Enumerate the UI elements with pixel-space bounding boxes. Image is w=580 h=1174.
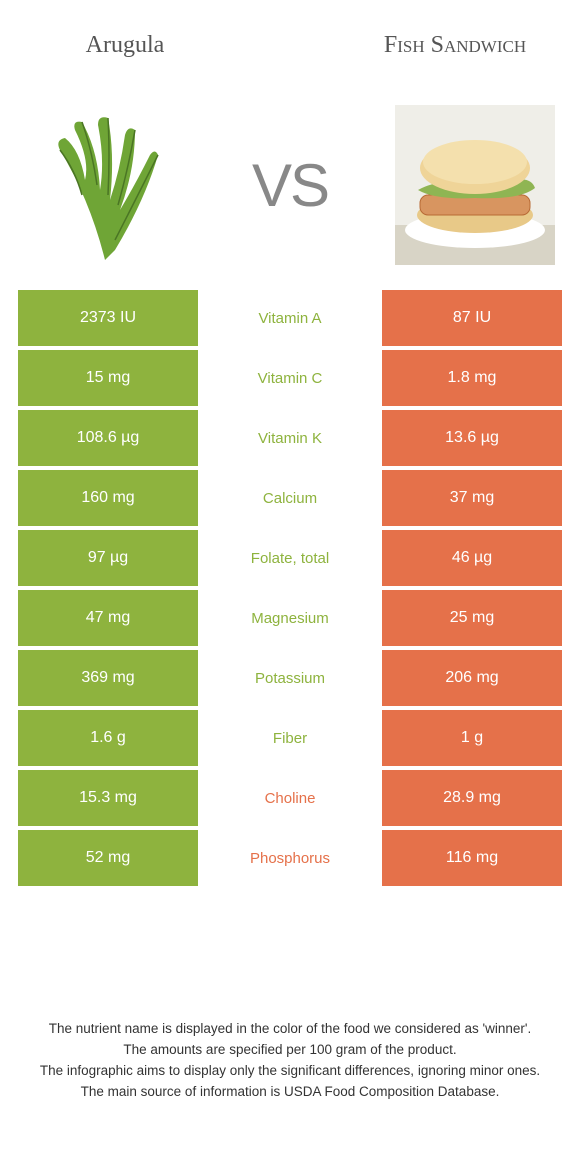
header-row: Arugula Fish Sandwich bbox=[0, 0, 580, 90]
footer-line: The main source of information is USDA F… bbox=[30, 1083, 550, 1102]
vs-label: VS bbox=[252, 151, 328, 220]
nutrient-name: Magnesium bbox=[198, 590, 382, 646]
table-row: 97 µgFolate, total46 µg bbox=[18, 530, 562, 586]
value-left: 2373 IU bbox=[18, 290, 198, 346]
value-right: 28.9 mg bbox=[382, 770, 562, 826]
value-left: 1.6 g bbox=[18, 710, 198, 766]
food-title-left: Arugula bbox=[20, 31, 230, 60]
table-row: 47 mgMagnesium25 mg bbox=[18, 590, 562, 646]
value-left: 108.6 µg bbox=[18, 410, 198, 466]
value-left: 369 mg bbox=[18, 650, 198, 706]
nutrient-name: Choline bbox=[198, 770, 382, 826]
nutrient-name: Calcium bbox=[198, 470, 382, 526]
value-right: 87 IU bbox=[382, 290, 562, 346]
food-title-right: Fish Sandwich bbox=[350, 31, 560, 60]
nutrient-name: Folate, total bbox=[198, 530, 382, 586]
value-left: 47 mg bbox=[18, 590, 198, 646]
value-right: 37 mg bbox=[382, 470, 562, 526]
arugula-image bbox=[20, 100, 190, 270]
table-row: 160 mgCalcium37 mg bbox=[18, 470, 562, 526]
nutrient-name: Vitamin A bbox=[198, 290, 382, 346]
nutrient-name: Vitamin K bbox=[198, 410, 382, 466]
nutrient-name: Potassium bbox=[198, 650, 382, 706]
nutrient-name: Fiber bbox=[198, 710, 382, 766]
table-row: 2373 IUVitamin A87 IU bbox=[18, 290, 562, 346]
sandwich-image bbox=[390, 100, 560, 270]
value-right: 46 µg bbox=[382, 530, 562, 586]
value-right: 13.6 µg bbox=[382, 410, 562, 466]
table-row: 52 mgPhosphorus116 mg bbox=[18, 830, 562, 886]
value-left: 15.3 mg bbox=[18, 770, 198, 826]
footer-line: The amounts are specified per 100 gram o… bbox=[30, 1041, 550, 1060]
value-left: 97 µg bbox=[18, 530, 198, 586]
value-right: 206 mg bbox=[382, 650, 562, 706]
footer-line: The nutrient name is displayed in the co… bbox=[30, 1020, 550, 1039]
table-row: 15.3 mgCholine28.9 mg bbox=[18, 770, 562, 826]
value-right: 1.8 mg bbox=[382, 350, 562, 406]
value-left: 160 mg bbox=[18, 470, 198, 526]
value-left: 15 mg bbox=[18, 350, 198, 406]
table-row: 108.6 µgVitamin K13.6 µg bbox=[18, 410, 562, 466]
value-left: 52 mg bbox=[18, 830, 198, 886]
value-right: 25 mg bbox=[382, 590, 562, 646]
value-right: 1 g bbox=[382, 710, 562, 766]
nutrient-name: Phosphorus bbox=[198, 830, 382, 886]
footer-line: The infographic aims to display only the… bbox=[30, 1062, 550, 1081]
nutrient-name: Vitamin C bbox=[198, 350, 382, 406]
images-row: VS bbox=[0, 90, 580, 290]
value-right: 116 mg bbox=[382, 830, 562, 886]
footer-notes: The nutrient name is displayed in the co… bbox=[30, 1020, 550, 1104]
nutrient-table: 2373 IUVitamin A87 IU15 mgVitamin C1.8 m… bbox=[0, 290, 580, 886]
table-row: 1.6 gFiber1 g bbox=[18, 710, 562, 766]
table-row: 15 mgVitamin C1.8 mg bbox=[18, 350, 562, 406]
table-row: 369 mgPotassium206 mg bbox=[18, 650, 562, 706]
